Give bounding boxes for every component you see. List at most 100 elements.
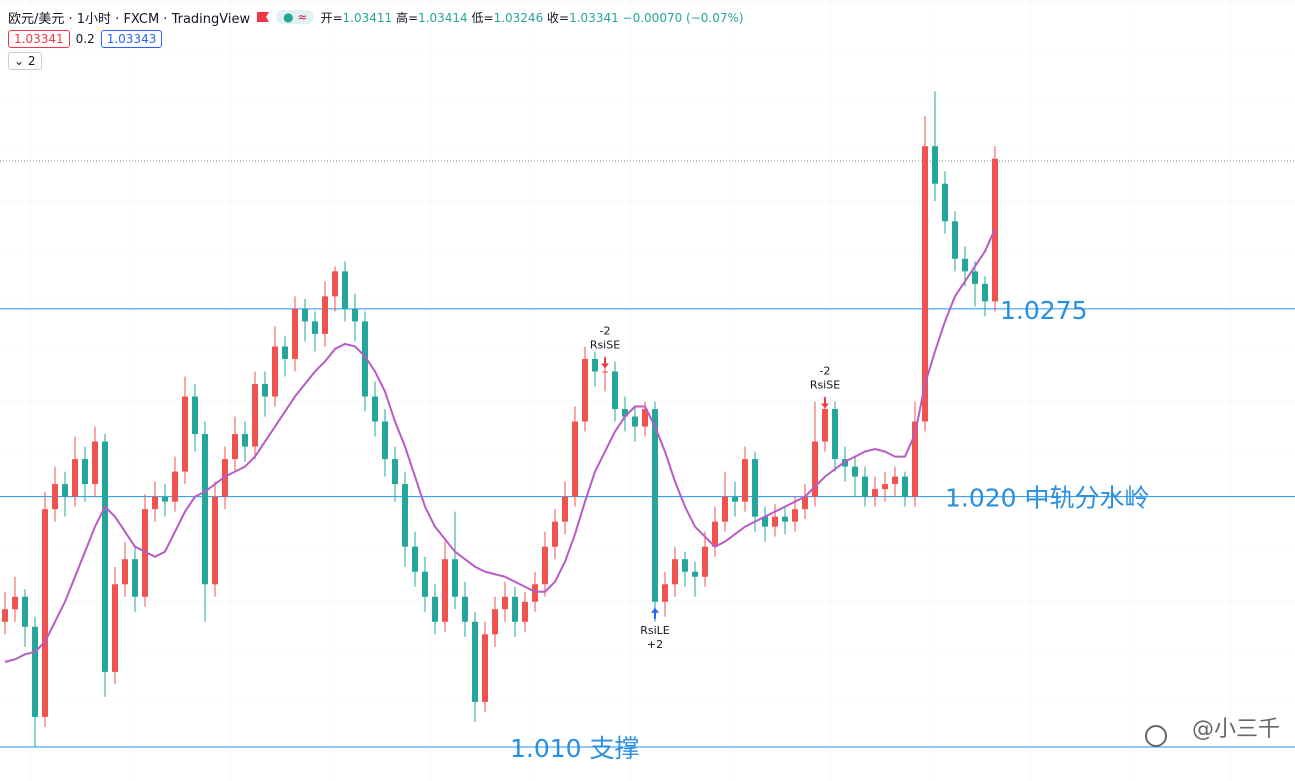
candle-body bbox=[542, 546, 548, 585]
legend-value: 1.03414 bbox=[418, 10, 468, 25]
candle-body bbox=[642, 409, 648, 427]
candle-body bbox=[132, 559, 138, 597]
signal-name: RsiSE bbox=[590, 338, 620, 351]
candle-body bbox=[492, 609, 498, 635]
legend-value: 1.03246 bbox=[493, 10, 544, 25]
candle-body bbox=[612, 371, 618, 410]
candle-body bbox=[182, 396, 188, 472]
legend-key: 开= bbox=[320, 10, 343, 25]
candle-body bbox=[232, 434, 238, 460]
candle-body bbox=[242, 434, 248, 447]
candle-body bbox=[82, 459, 88, 485]
candle-body bbox=[192, 396, 198, 435]
candle-body bbox=[362, 321, 368, 397]
status-pill[interactable]: ● ≈ bbox=[276, 10, 315, 24]
collapse-button[interactable]: ⌄ 2 bbox=[8, 52, 42, 70]
candle-body bbox=[252, 383, 258, 447]
candle-body bbox=[652, 409, 658, 602]
candle-body bbox=[872, 489, 878, 497]
symbol[interactable]: 欧元/美元 · 1小时 · FXCM · TradingView bbox=[8, 11, 251, 27]
candle-body bbox=[42, 509, 48, 717]
candle-body bbox=[282, 346, 288, 359]
candle-body bbox=[262, 383, 268, 397]
candle-body bbox=[622, 409, 628, 417]
candle-body bbox=[592, 358, 598, 372]
buy-price[interactable]: 1.03343 bbox=[100, 30, 163, 48]
candle-body bbox=[112, 584, 118, 672]
candle-body bbox=[822, 409, 828, 442]
candle-body bbox=[582, 358, 588, 422]
candle-body bbox=[432, 596, 438, 622]
candle-body bbox=[762, 516, 768, 527]
candle-body bbox=[742, 459, 748, 502]
sell-price[interactable]: 1.03341 bbox=[8, 30, 70, 48]
candle-body bbox=[682, 559, 688, 572]
candle-body bbox=[92, 441, 98, 485]
collapse-row: ⌄ 2 bbox=[8, 50, 744, 72]
candle-body bbox=[832, 409, 838, 460]
signal-arrow bbox=[601, 357, 609, 369]
candle-body bbox=[902, 476, 908, 497]
candle-body bbox=[22, 596, 28, 627]
candle-body bbox=[602, 371, 608, 373]
candle-body bbox=[532, 584, 538, 602]
candle-body bbox=[342, 271, 348, 309]
candle-body bbox=[212, 496, 218, 585]
legend-key: 低= bbox=[471, 10, 494, 25]
candle-body bbox=[892, 476, 898, 485]
candle-body bbox=[292, 308, 298, 359]
candle-body bbox=[712, 521, 718, 547]
candle-body bbox=[882, 484, 888, 490]
legend-key: 高= bbox=[396, 10, 419, 25]
candle-body bbox=[422, 571, 428, 597]
candle-body bbox=[942, 183, 948, 222]
trade-row: 1.03341 0.2 1.03343 bbox=[8, 28, 744, 50]
candle-body bbox=[862, 476, 868, 497]
candle-body bbox=[352, 308, 358, 322]
candle-body bbox=[272, 346, 278, 397]
candle-body bbox=[122, 559, 128, 585]
candle-body bbox=[32, 626, 38, 717]
candle-body bbox=[572, 421, 578, 497]
level-label: 1.0275 bbox=[1000, 296, 1087, 325]
candle-body bbox=[512, 596, 518, 622]
candle-body bbox=[632, 416, 638, 427]
candle-body bbox=[392, 459, 398, 485]
candle-body bbox=[12, 596, 18, 610]
candle-body bbox=[522, 601, 528, 622]
candle-body bbox=[932, 146, 938, 184]
candle-body bbox=[752, 459, 758, 517]
candle-body bbox=[62, 484, 68, 497]
spread: 0.2 bbox=[75, 32, 95, 46]
legend-key: 收= bbox=[547, 10, 570, 25]
indicator-count: 2 bbox=[27, 54, 36, 68]
candle-body bbox=[72, 459, 78, 497]
candle-body bbox=[552, 521, 558, 547]
signal-qty: +2 bbox=[647, 638, 663, 651]
legend-change: −0.00070 (−0.07%) bbox=[622, 10, 744, 25]
signal-name: RsiLE bbox=[640, 624, 670, 637]
candle-body bbox=[672, 559, 678, 585]
candle-body bbox=[52, 484, 58, 510]
candle-body bbox=[812, 441, 818, 497]
candle-body bbox=[322, 296, 328, 334]
watermark: @小三千 bbox=[1192, 717, 1280, 742]
ohlc-legend: 开=1.03411 高=1.03414 低=1.03246 收=1.03341 … bbox=[320, 9, 743, 26]
flag[interactable] bbox=[256, 11, 270, 23]
candle-body bbox=[792, 509, 798, 522]
signal-arrow bbox=[651, 607, 659, 619]
candle-body bbox=[922, 146, 928, 422]
candle-body bbox=[502, 596, 508, 610]
candle-body bbox=[662, 584, 668, 602]
candle-body bbox=[462, 596, 468, 622]
legend-value: 1.03341 bbox=[569, 10, 619, 25]
candle-body bbox=[172, 471, 178, 502]
candle-body bbox=[732, 496, 738, 502]
title-row: 欧元/美元 · 1小时 · FXCM · TradingView ● ≈ 开=1… bbox=[8, 6, 744, 28]
level-label: 1.020 中轨分水岭 bbox=[945, 484, 1150, 513]
candle-body bbox=[472, 621, 478, 702]
